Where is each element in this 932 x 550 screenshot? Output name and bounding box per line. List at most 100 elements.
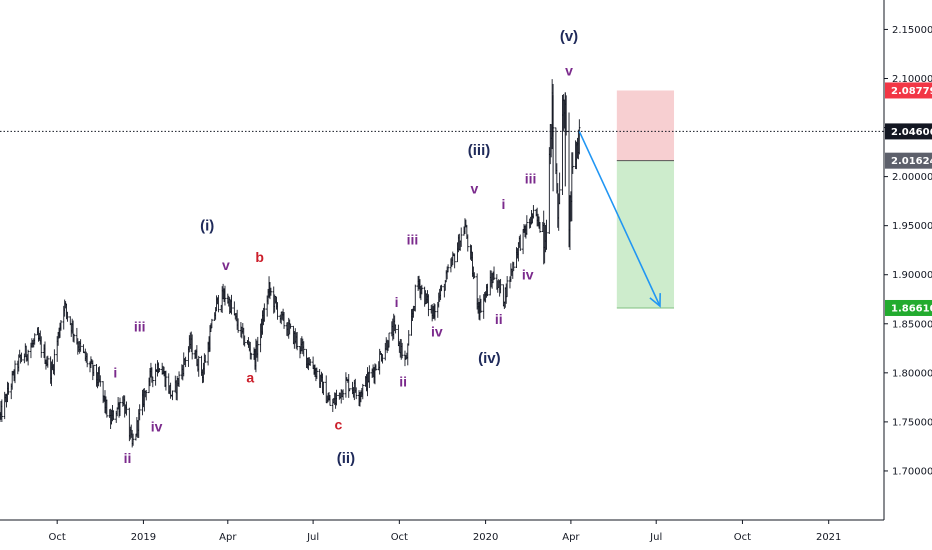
price-bar	[263, 303, 266, 322]
time-tick-label: Apr	[562, 532, 580, 543]
time-tick-label: Jul	[306, 532, 319, 543]
price-bar	[387, 332, 391, 348]
time-tick-label: Oct	[734, 532, 751, 543]
price-bar	[578, 119, 581, 155]
price-bar	[131, 433, 135, 446]
price-tick-label: 1.75000	[892, 417, 932, 428]
price-bar	[230, 294, 233, 315]
price-bar	[420, 284, 424, 295]
price-bar	[545, 219, 548, 250]
price-bar	[309, 359, 312, 366]
price-bar	[282, 312, 286, 329]
wave-label: iv	[151, 419, 163, 435]
wave-label: (iv)	[478, 350, 501, 367]
wave-label: (i)	[200, 218, 214, 235]
price-bar	[571, 152, 574, 174]
stop-loss-zone	[616, 90, 675, 161]
wave-label: iii	[407, 231, 419, 247]
price-bar	[315, 367, 319, 379]
price-bar	[486, 283, 489, 297]
price-bar	[532, 205, 535, 219]
price-bar	[46, 355, 50, 368]
price-bar	[348, 388, 351, 392]
price-bar	[347, 373, 350, 398]
wave-label: i	[395, 294, 399, 310]
price-tick-label: 1.80000	[892, 368, 932, 379]
price-bar	[374, 364, 378, 371]
price-bar	[269, 287, 273, 296]
price-bar	[33, 333, 36, 345]
price-bar	[453, 253, 456, 269]
price-bar	[302, 341, 305, 357]
price-bar	[26, 349, 30, 366]
price-bar	[361, 383, 364, 400]
price-bar	[79, 339, 82, 352]
price-bar	[525, 215, 529, 235]
price-bar	[433, 304, 437, 321]
wave-label: iii	[525, 170, 537, 186]
price-bar	[40, 336, 43, 358]
wave-label: b	[255, 249, 264, 265]
price-bar	[440, 284, 443, 292]
price-bar	[505, 276, 509, 298]
price-bar	[190, 334, 194, 360]
price-bar	[492, 266, 496, 281]
price-bar	[53, 349, 56, 376]
price-bar	[171, 390, 174, 401]
entry-price-badge: 2.01624	[891, 156, 932, 167]
price-tick-label: 2.10000	[892, 74, 932, 85]
price-bar	[558, 172, 561, 205]
price-bar	[177, 371, 181, 387]
price-bar	[479, 298, 483, 313]
price-bar	[341, 389, 345, 400]
wave-label: v	[470, 180, 478, 196]
price-bar	[250, 352, 253, 360]
price-bar	[7, 382, 10, 395]
price-bar	[164, 370, 168, 391]
price-bar	[99, 375, 102, 387]
price-bar	[256, 336, 259, 362]
stop-loss-price-badge-bg	[885, 82, 932, 99]
target-price-badge: 1.86610	[891, 303, 932, 314]
position-zones	[616, 90, 675, 309]
price-bar	[407, 330, 410, 346]
price-bar	[295, 331, 299, 351]
price-bar	[466, 234, 469, 252]
time-tick-label: Apr	[219, 532, 237, 543]
price-tick-label: 1.90000	[892, 270, 932, 281]
price-bar	[112, 410, 115, 420]
price-bar	[204, 354, 207, 363]
wave-label: (iii)	[468, 142, 491, 159]
price-bar	[138, 404, 141, 421]
price-bar	[519, 234, 522, 252]
price-bar	[158, 368, 161, 372]
price-tick-label: 1.95000	[892, 221, 932, 232]
price-tick-label: 2.15000	[892, 25, 932, 36]
price-bar	[335, 389, 338, 406]
wave-label: iv	[431, 324, 443, 340]
price-tick-label: 1.85000	[892, 319, 932, 330]
price-bar	[344, 372, 348, 398]
price-bar	[0, 399, 4, 422]
time-tick-label: 2019	[131, 532, 156, 543]
price-bar	[105, 399, 109, 418]
price-bar	[85, 353, 89, 368]
time-tick-label: Oct	[391, 532, 408, 543]
wave-label: v	[222, 257, 230, 273]
price-bar	[236, 318, 240, 333]
wave-label: i	[501, 196, 505, 212]
take-profit-zone	[616, 160, 675, 308]
wave-label: (ii)	[337, 450, 355, 467]
price-bar	[322, 381, 325, 395]
last-price-badge-bg	[885, 123, 932, 140]
price-bar	[13, 360, 17, 384]
price-bar	[328, 394, 332, 406]
price-bar	[400, 342, 404, 359]
price-bar	[217, 295, 220, 313]
wave-label: iii	[134, 319, 146, 335]
price-bars	[0, 79, 581, 448]
time-tick-label: 2020	[473, 532, 498, 543]
price-bar	[210, 318, 214, 329]
